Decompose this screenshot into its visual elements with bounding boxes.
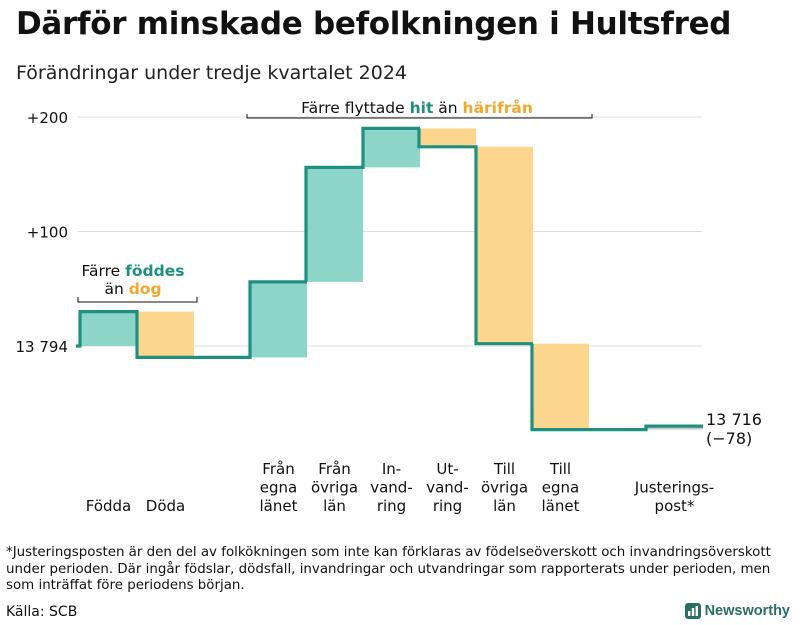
waterfall-bar: [80, 311, 137, 346]
chart-title: Därför minskade befolkningen i Hultsfred: [16, 6, 732, 42]
category-label: In-vand-ring: [370, 460, 413, 515]
end-change-label: (−78): [706, 429, 752, 448]
waterfall-bar: [250, 281, 307, 358]
y-tick-label: +200: [27, 109, 68, 127]
axis-labels: 13 794 +100 +200 Födda Döda Från egna länet Från…: [16, 109, 762, 515]
category-label: Födda: [86, 497, 132, 515]
waterfall-bar: [137, 311, 194, 358]
cumulative-step-line: [76, 126, 703, 432]
category-label: Justerings-post*: [634, 479, 714, 516]
waterfall-bar: [646, 426, 703, 430]
brand-logo: Newsworthy: [684, 603, 790, 619]
births-annotation-line1: Färre föddes: [82, 262, 185, 280]
category-label: Från övriga län: [311, 460, 358, 515]
category-label: Ut-vand-ring: [426, 460, 469, 515]
births-bracket: [77, 297, 198, 303]
y-tick-label: +100: [27, 224, 68, 242]
category-label: Döda: [146, 497, 185, 515]
births-annotation-line2: än dog: [104, 280, 161, 298]
end-value-label: 13 716: [706, 410, 762, 429]
migration-bracket: [246, 114, 593, 119]
category-label: Från egna länet: [260, 460, 298, 515]
waterfall-bar: [476, 146, 533, 344]
waterfall-bar: [363, 128, 420, 168]
category-label: Till egna länet: [542, 460, 580, 515]
migration-annotation: Färre flyttade hit än härifrån: [301, 98, 533, 117]
y-tick-label: 13 794: [16, 338, 69, 356]
waterfall-bar: [306, 167, 363, 282]
step-line: [76, 126, 703, 432]
brand-name: Newsworthy: [704, 603, 790, 619]
newsworthy-logo-icon: [684, 603, 701, 619]
waterfall-chart: 13 794 +100 +200 Födda Döda Från egna länet Från…: [16, 98, 762, 515]
waterfall-bar: [532, 343, 589, 430]
bars: [80, 128, 703, 430]
source-label: Källa: SCB: [6, 604, 78, 620]
footnote: *Justeringsposten är den del av folkökni…: [6, 545, 771, 593]
waterfall-bar: [419, 128, 476, 147]
chart-subtitle: Förändringar under tredje kvartalet 2024: [16, 62, 408, 84]
category-label: Till övriga län: [481, 460, 528, 515]
